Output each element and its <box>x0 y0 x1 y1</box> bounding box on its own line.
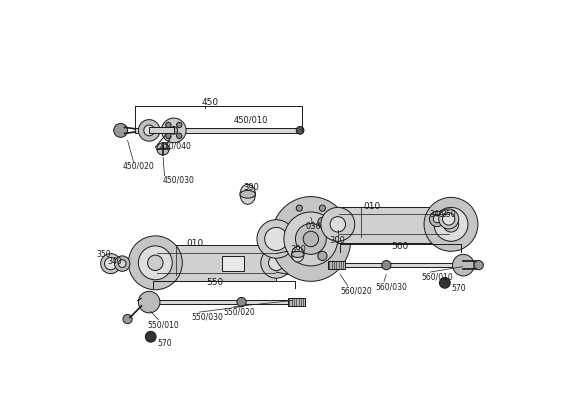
Circle shape <box>144 125 155 136</box>
Circle shape <box>296 205 302 211</box>
Circle shape <box>105 258 117 270</box>
Text: 450/020: 450/020 <box>122 162 154 171</box>
Circle shape <box>284 212 338 266</box>
Circle shape <box>114 124 127 137</box>
Text: 550/010: 550/010 <box>148 320 179 330</box>
Text: 550/030: 550/030 <box>191 313 224 322</box>
Circle shape <box>296 126 304 134</box>
Text: 350: 350 <box>97 250 112 259</box>
Ellipse shape <box>271 197 351 281</box>
Bar <box>222 256 244 271</box>
Ellipse shape <box>291 247 304 262</box>
Circle shape <box>138 291 160 313</box>
Circle shape <box>261 248 291 278</box>
Bar <box>157 245 276 281</box>
Text: 570: 570 <box>452 284 466 293</box>
Circle shape <box>453 254 474 276</box>
Circle shape <box>101 254 121 274</box>
Circle shape <box>319 205 325 211</box>
Circle shape <box>430 211 445 227</box>
Text: 300: 300 <box>329 236 345 245</box>
Circle shape <box>434 207 468 241</box>
Circle shape <box>439 209 458 229</box>
Circle shape <box>123 314 132 324</box>
Circle shape <box>257 220 295 258</box>
Circle shape <box>295 224 326 254</box>
Text: 450: 450 <box>201 98 218 107</box>
Circle shape <box>443 213 455 225</box>
Text: 550/020: 550/020 <box>223 308 255 316</box>
Circle shape <box>166 122 171 128</box>
Text: 390: 390 <box>243 183 259 192</box>
Circle shape <box>268 255 284 270</box>
Circle shape <box>318 251 327 260</box>
Circle shape <box>434 215 441 223</box>
Bar <box>149 127 174 134</box>
Circle shape <box>138 120 160 141</box>
Bar <box>135 128 298 133</box>
Circle shape <box>166 133 171 138</box>
Circle shape <box>303 231 319 247</box>
Ellipse shape <box>240 190 255 198</box>
Circle shape <box>443 217 458 232</box>
Circle shape <box>170 126 178 134</box>
Text: 450/030: 450/030 <box>163 176 195 185</box>
Bar <box>328 261 345 269</box>
Text: 450/040: 450/040 <box>159 142 191 151</box>
Circle shape <box>318 218 327 227</box>
Circle shape <box>439 278 450 288</box>
Text: 390: 390 <box>290 245 306 254</box>
Circle shape <box>118 260 126 268</box>
Circle shape <box>157 143 169 155</box>
Text: 340: 340 <box>430 210 444 219</box>
Bar <box>338 207 449 243</box>
Text: 560/020: 560/020 <box>340 287 372 296</box>
Circle shape <box>237 298 246 307</box>
Circle shape <box>128 236 182 290</box>
Text: 350: 350 <box>442 210 456 219</box>
Text: 030: 030 <box>306 222 321 231</box>
Circle shape <box>177 133 182 138</box>
Circle shape <box>148 255 163 270</box>
Text: 010: 010 <box>363 202 380 211</box>
Text: 570: 570 <box>158 339 172 348</box>
Text: 550: 550 <box>206 278 224 287</box>
Circle shape <box>424 197 478 251</box>
Text: 010: 010 <box>186 239 203 248</box>
Ellipse shape <box>240 184 255 204</box>
Text: 450/010: 450/010 <box>234 116 268 125</box>
Circle shape <box>321 207 355 241</box>
Circle shape <box>381 260 391 270</box>
Circle shape <box>145 331 156 342</box>
Text: 560/030: 560/030 <box>376 282 408 291</box>
Circle shape <box>177 122 182 128</box>
Circle shape <box>474 260 483 270</box>
Bar <box>288 298 305 306</box>
Circle shape <box>265 228 288 250</box>
Bar <box>342 263 456 268</box>
Circle shape <box>161 118 186 143</box>
Text: 560/010: 560/010 <box>422 273 453 282</box>
Text: 560: 560 <box>392 242 409 251</box>
Bar <box>155 300 293 304</box>
Text: 340: 340 <box>108 258 122 266</box>
Circle shape <box>330 217 345 232</box>
Circle shape <box>114 256 130 271</box>
Circle shape <box>138 246 172 280</box>
Ellipse shape <box>291 251 304 258</box>
